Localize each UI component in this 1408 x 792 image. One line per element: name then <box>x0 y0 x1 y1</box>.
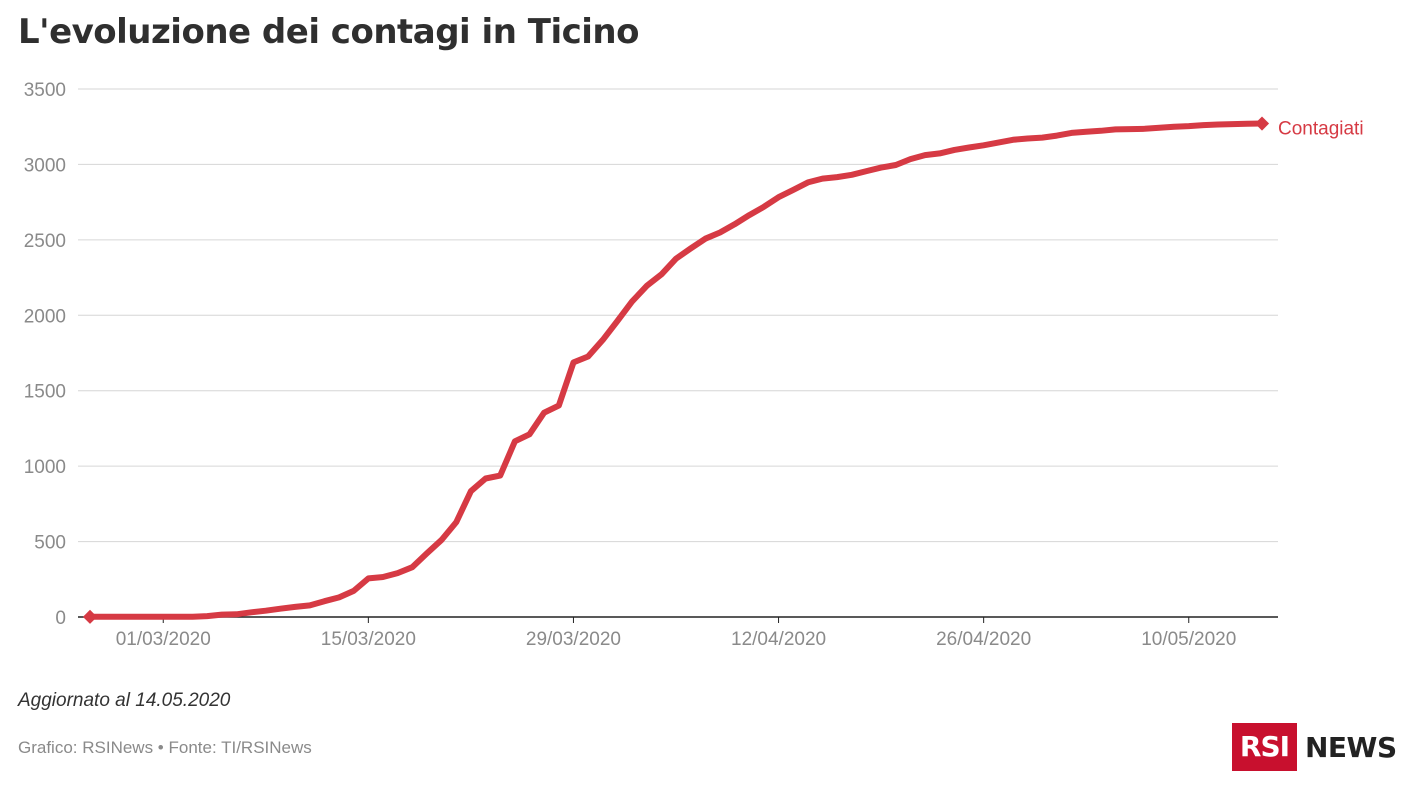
source-credit: Grafico: RSINews • Fonte: TI/RSINews <box>18 738 312 757</box>
x-tick-label: 15/03/2020 <box>321 629 416 650</box>
y-tick-label: 1000 <box>24 457 66 478</box>
y-tick-label: 2500 <box>24 231 66 252</box>
series-line-contagiati <box>87 120 1265 620</box>
logo-box: RSI <box>1232 723 1297 771</box>
rsi-news-logo: RSI NEWS <box>1232 723 1397 771</box>
y-tick-label: 2000 <box>24 306 66 327</box>
gridlines <box>78 88 1278 543</box>
y-tick-label: 500 <box>34 533 66 554</box>
chart-title: L'evoluzione dei contagi in Ticino <box>18 12 639 52</box>
series-label: Contagiati <box>1278 119 1364 140</box>
x-tick-label: 01/03/2020 <box>116 629 211 650</box>
y-tick-label: 1500 <box>24 382 66 403</box>
series-end-marker <box>1254 116 1270 131</box>
series-start-marker <box>82 609 98 624</box>
x-tick-label: 10/05/2020 <box>1141 629 1236 650</box>
y-tick-label: 3500 <box>24 80 66 101</box>
x-tick-label: 12/04/2020 <box>731 629 826 650</box>
series-group: Contagiati <box>82 116 1364 624</box>
x-tick-label: 29/03/2020 <box>526 629 621 650</box>
y-tick-label: 3000 <box>24 155 66 176</box>
y-axis-ticks: 0 500 1000 1500 2000 2500 3000 3500 <box>24 80 66 629</box>
updated-note: Aggiornato al 14.05.2020 <box>18 690 231 711</box>
y-tick-label: 0 <box>55 608 66 629</box>
x-axis-ticks: 01/03/2020 15/03/2020 29/03/2020 12/04/2020… <box>116 617 1236 650</box>
logo-text: NEWS <box>1305 730 1397 764</box>
x-tick-label: 26/04/2020 <box>936 629 1031 650</box>
